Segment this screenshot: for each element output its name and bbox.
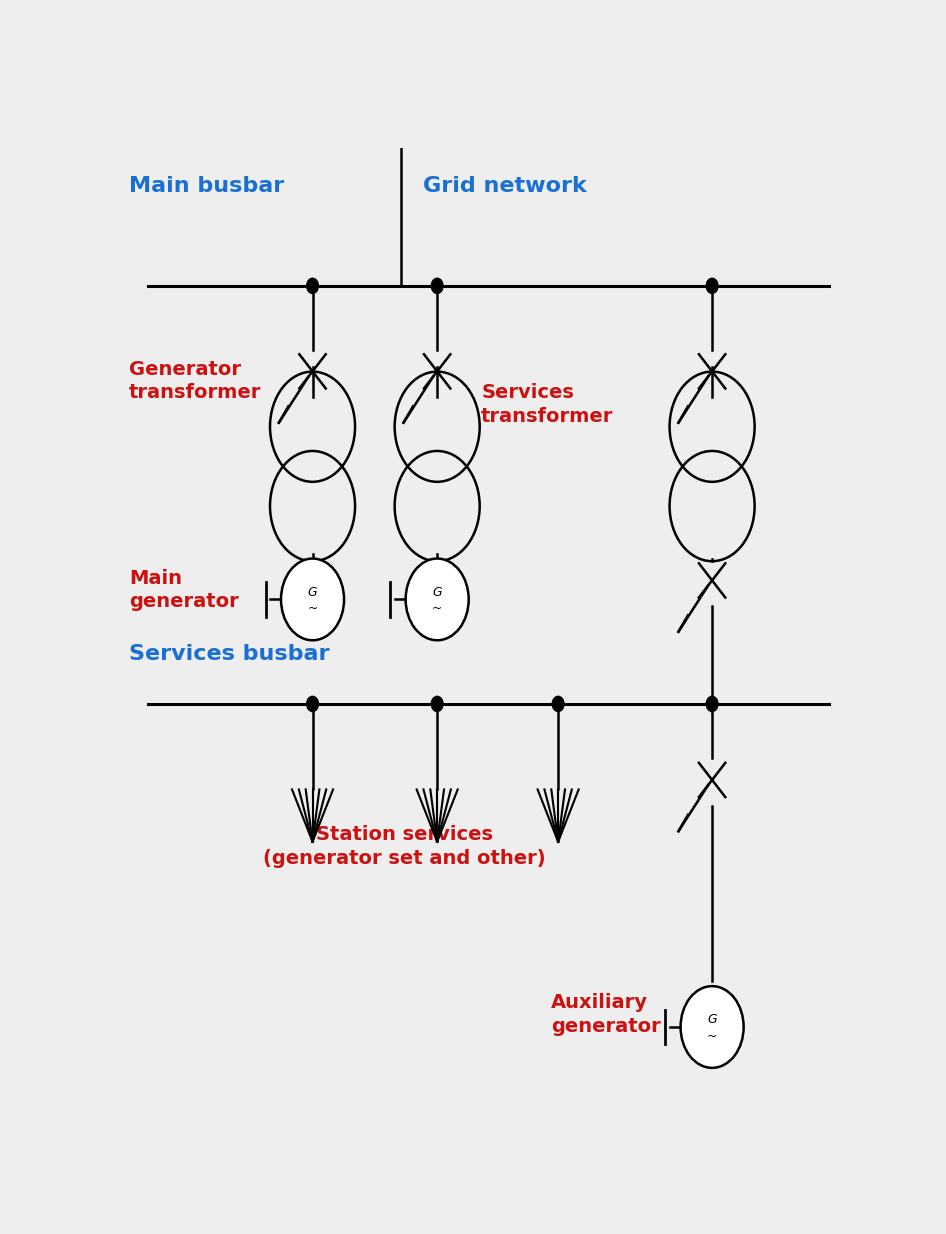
Text: G: G	[432, 586, 442, 598]
Circle shape	[307, 278, 319, 294]
Circle shape	[431, 696, 443, 712]
Text: G: G	[708, 1013, 717, 1027]
Circle shape	[680, 986, 744, 1067]
Text: G: G	[307, 586, 317, 598]
Text: Services busbar: Services busbar	[130, 644, 330, 664]
Text: Main
generator: Main generator	[130, 569, 239, 611]
Text: Auxiliary
generator: Auxiliary generator	[551, 993, 660, 1035]
Text: ~: ~	[432, 602, 443, 615]
Circle shape	[431, 278, 443, 294]
Text: Generator
transformer: Generator transformer	[130, 359, 262, 402]
Text: Station services
(generator set and other): Station services (generator set and othe…	[263, 826, 546, 868]
Text: Services
transformer: Services transformer	[482, 384, 614, 426]
Circle shape	[281, 559, 344, 640]
Text: Main busbar: Main busbar	[130, 176, 285, 196]
Circle shape	[552, 696, 564, 712]
Text: ~: ~	[307, 602, 318, 615]
Text: Grid network: Grid network	[423, 176, 587, 196]
Circle shape	[707, 278, 718, 294]
Circle shape	[707, 696, 718, 712]
Circle shape	[307, 696, 319, 712]
Text: ~: ~	[707, 1029, 717, 1043]
Circle shape	[406, 559, 468, 640]
